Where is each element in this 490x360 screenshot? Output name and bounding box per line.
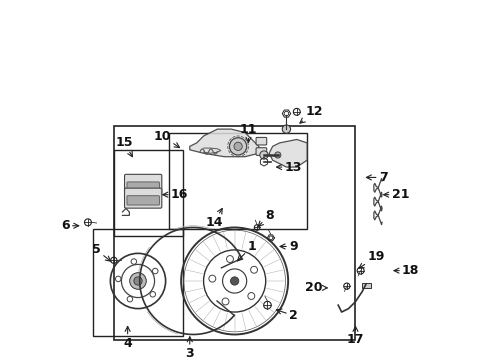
Text: 4: 4: [123, 327, 132, 350]
Text: 16: 16: [163, 188, 188, 201]
Text: 17: 17: [347, 327, 364, 346]
Text: 15: 15: [116, 136, 133, 157]
FancyBboxPatch shape: [256, 138, 267, 145]
Bar: [114, 126, 355, 340]
Bar: [363, 283, 371, 288]
Circle shape: [260, 151, 268, 159]
Text: 11: 11: [240, 123, 257, 142]
Bar: [114, 150, 183, 236]
Text: 7: 7: [367, 171, 388, 184]
Text: 2: 2: [276, 309, 298, 322]
Circle shape: [134, 277, 142, 285]
Bar: [93, 229, 183, 336]
Polygon shape: [190, 129, 259, 157]
FancyBboxPatch shape: [127, 182, 159, 191]
Text: 14: 14: [205, 208, 222, 229]
Text: 19: 19: [359, 250, 385, 269]
Text: 6: 6: [61, 219, 79, 232]
Text: 1: 1: [238, 240, 256, 261]
Text: 3: 3: [185, 337, 194, 360]
Circle shape: [130, 273, 147, 289]
Text: 18: 18: [394, 264, 419, 277]
Text: 21: 21: [384, 188, 409, 201]
Circle shape: [230, 277, 239, 285]
FancyBboxPatch shape: [124, 174, 162, 194]
Bar: [169, 132, 307, 229]
Text: 9: 9: [280, 240, 297, 253]
Circle shape: [234, 142, 242, 150]
Text: 13: 13: [277, 161, 302, 174]
Text: 10: 10: [153, 130, 179, 148]
FancyBboxPatch shape: [127, 196, 159, 205]
Text: 5: 5: [92, 243, 111, 261]
Text: 8: 8: [258, 209, 273, 226]
Polygon shape: [269, 139, 307, 167]
Text: 12: 12: [300, 105, 323, 123]
Circle shape: [229, 138, 247, 155]
Circle shape: [282, 125, 291, 133]
FancyBboxPatch shape: [124, 188, 162, 208]
Text: 20: 20: [305, 282, 327, 294]
Circle shape: [275, 152, 281, 158]
FancyBboxPatch shape: [256, 148, 267, 155]
